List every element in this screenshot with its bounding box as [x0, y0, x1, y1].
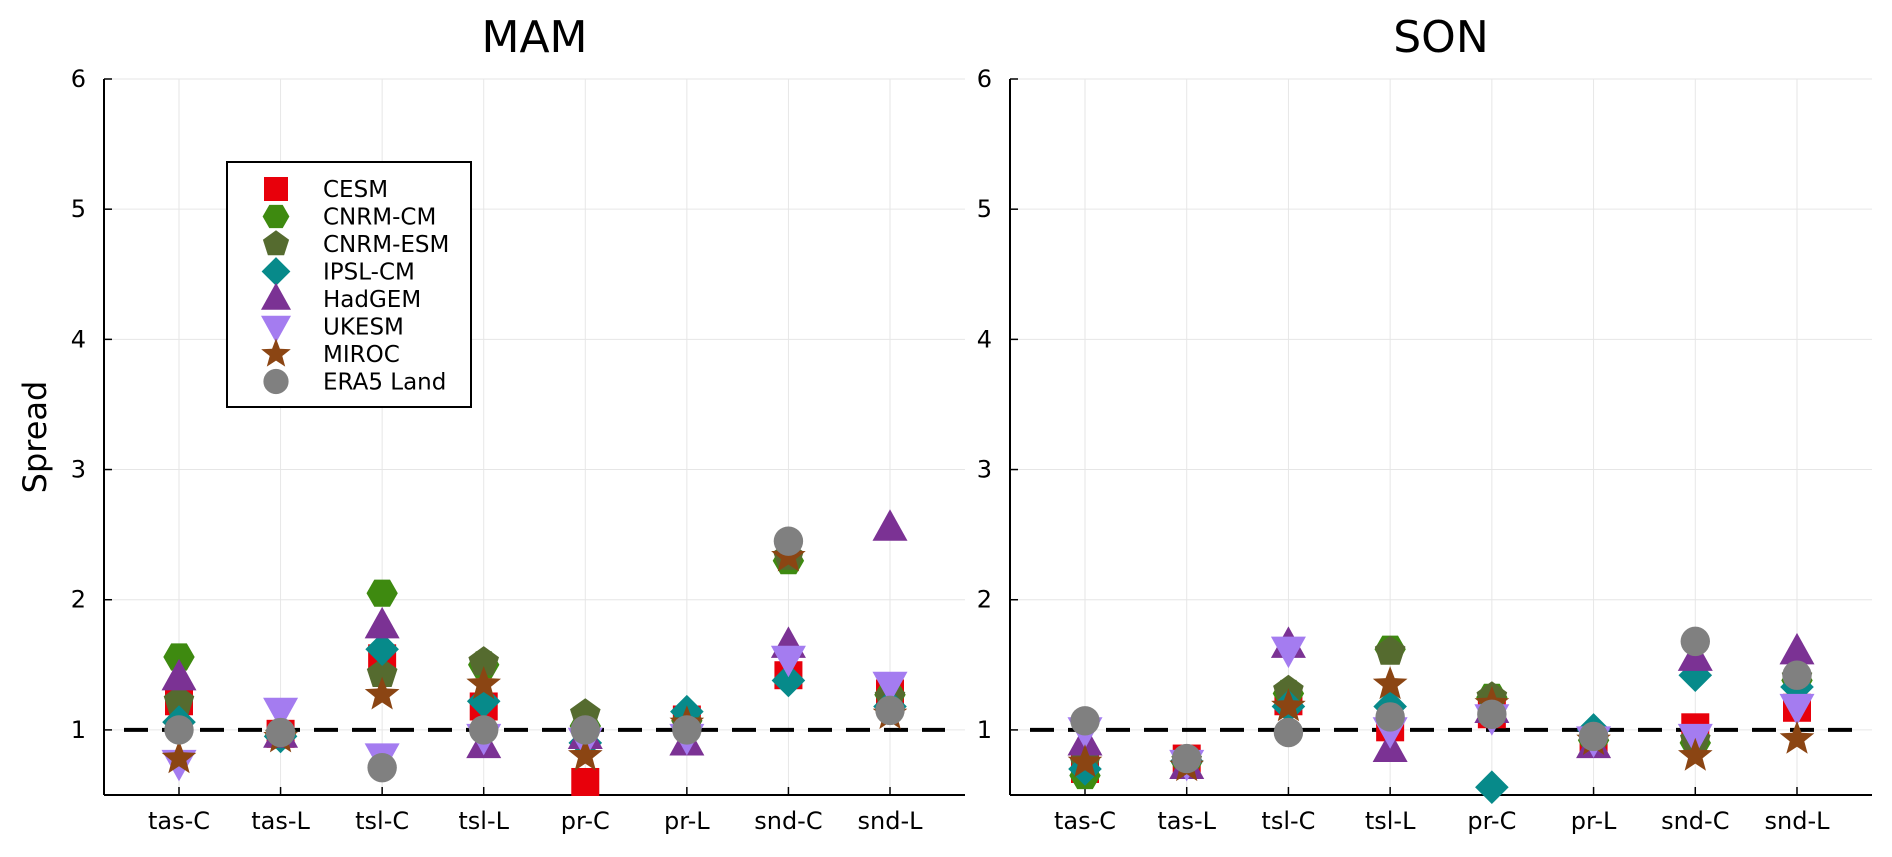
- data-point-ukesm: [770, 645, 806, 678]
- x-tick-label: snd-L: [858, 807, 924, 835]
- data-point-hadgem: [161, 658, 197, 691]
- data-point-miroc: [1271, 688, 1306, 722]
- y-axis-label: Spread: [16, 381, 54, 494]
- legend-label: HadGEM: [323, 287, 421, 313]
- data-point-miroc: [1067, 744, 1103, 778]
- data-point-era5-land: [164, 715, 194, 745]
- legend-marker-ipsl-cm: [261, 257, 291, 286]
- data-point-era5-land: [1782, 660, 1812, 690]
- data-point-era5-land: [1375, 702, 1405, 732]
- legend-marker-cnrm-esm: [262, 230, 290, 256]
- legend-marker-cesm: [264, 177, 288, 201]
- data-point-era5-land: [367, 752, 397, 783]
- legend: CESMCNRM-CMCNRM-ESMIPSL-CMHadGEMUKESMMIR…: [226, 161, 472, 408]
- y-tick-label: 6: [977, 65, 992, 93]
- x-tick-label: tsl-C: [355, 807, 409, 835]
- data-point-cnrm-esm: [366, 657, 398, 687]
- y-tick-label: 4: [71, 325, 86, 353]
- y-tick-label: 4: [977, 325, 992, 353]
- data-point-cnrm-cm: [366, 579, 398, 607]
- legend-label: CNRM-CM: [323, 205, 436, 231]
- data-point-ukesm: [1270, 636, 1306, 669]
- data-point-era5-land: [265, 717, 296, 748]
- panel-son: 1 2 3 4 5 6 tas-C tas-L tsl-C tsl-L pr-C pr-L snd-C s…: [977, 12, 1872, 835]
- panel-title: SON: [1393, 12, 1488, 63]
- data-point-era5-land: [672, 715, 702, 745]
- x-tick-label: tas-C: [1054, 807, 1116, 835]
- data-point-ukesm: [263, 697, 299, 730]
- data-point-era5-land: [1070, 706, 1100, 736]
- data-point-era5-land: [1578, 721, 1609, 752]
- legend-marker-era5-land: [263, 368, 289, 395]
- legend-label: ERA5 Land: [323, 370, 446, 396]
- data-point-ipsl-cm: [365, 632, 399, 666]
- data-point-hadgem: [364, 606, 400, 639]
- data-point-cnrm-esm: [163, 685, 195, 715]
- data-point-cnrm-cm: [163, 643, 195, 671]
- x-tick-label: pr-C: [1467, 807, 1516, 835]
- y-tick-label: 1: [977, 716, 992, 744]
- data-point-era5-land: [875, 695, 905, 726]
- y-tick-label: 2: [977, 586, 992, 614]
- x-tick-label: snd-C: [754, 807, 822, 835]
- data-point-ukesm: [1779, 693, 1815, 726]
- legend-label: CNRM-ESM: [323, 232, 449, 258]
- data-point-hadgem: [872, 509, 908, 541]
- data-point-miroc: [364, 676, 400, 710]
- data-point-cnrm-esm: [468, 646, 499, 676]
- data-point-ipsl-cm: [1475, 770, 1509, 804]
- y-tick-label: 5: [977, 195, 992, 223]
- legend-label: CESM: [323, 177, 388, 203]
- legend-marker-cnrm-cm: [262, 204, 290, 229]
- legend-label: MIROC: [323, 342, 400, 368]
- data-point-cesm: [571, 767, 600, 796]
- x-tick-label: tsl-L: [1365, 807, 1416, 835]
- legend-box: [226, 161, 472, 408]
- panel-title: MAM: [481, 12, 587, 63]
- data-point-era5-land: [1172, 743, 1202, 774]
- data-point-ipsl-cm: [771, 663, 806, 698]
- x-tick-label: tas-C: [148, 807, 210, 835]
- y-tick-label: 3: [71, 456, 86, 484]
- x-tick-label: snd-C: [1661, 807, 1729, 835]
- x-tick-label: tsl-L: [458, 807, 509, 835]
- x-tick-label: pr-L: [664, 807, 710, 835]
- data-point-era5-land: [1680, 626, 1710, 657]
- y-tick-label: 2: [71, 586, 86, 614]
- data-point-miroc: [161, 740, 197, 774]
- data-point-hadgem: [1779, 632, 1815, 665]
- data-point-era5-land: [570, 715, 600, 745]
- legend-label: UKESM: [323, 315, 404, 341]
- y-tick-label: 6: [71, 65, 86, 93]
- data-point-era5-land: [1477, 699, 1507, 729]
- data-point-era5-land: [1273, 717, 1304, 748]
- legend-marker-miroc: [261, 338, 291, 367]
- data-point-miroc: [466, 666, 501, 700]
- x-tick-label: snd-L: [1765, 807, 1831, 835]
- data-point-miroc: [1779, 720, 1815, 754]
- x-tick-label: pr-L: [1571, 807, 1617, 835]
- data-point-ukesm: [872, 671, 908, 704]
- legend-label: IPSL-CM: [323, 260, 415, 286]
- x-tick-label: tas-L: [1157, 807, 1216, 835]
- panel-mam: 1 2 3 4 5 6 tas-C tas-L tsl-C tsl-L pr-C pr-L snd-C s…: [71, 12, 965, 835]
- x-tick-label: pr-C: [561, 807, 610, 835]
- x-tick-label: tas-L: [251, 807, 310, 835]
- data-point-cnrm-esm: [1374, 635, 1406, 665]
- x-tick-label: tsl-C: [1261, 807, 1315, 835]
- data-point-miroc: [1372, 666, 1408, 700]
- y-tick-label: 3: [977, 456, 992, 484]
- y-tick-label: 1: [71, 716, 86, 744]
- data-point-miroc: [568, 737, 603, 771]
- legend-marker-ukesm: [261, 315, 291, 343]
- data-point-miroc: [1678, 737, 1713, 771]
- data-point-era5-land: [773, 526, 804, 556]
- legend-marker-hadgem: [261, 282, 291, 310]
- y-tick-label: 5: [71, 195, 86, 223]
- data-point-era5-land: [469, 715, 499, 745]
